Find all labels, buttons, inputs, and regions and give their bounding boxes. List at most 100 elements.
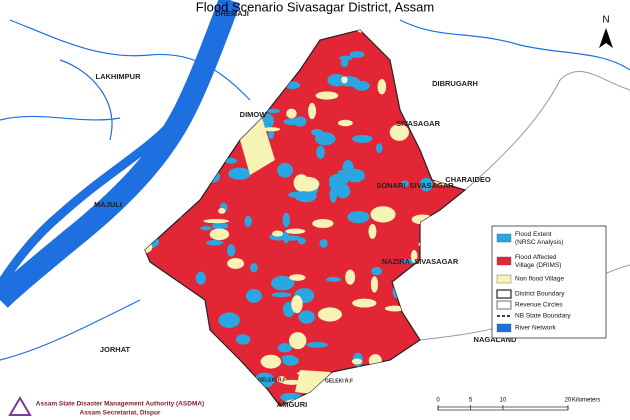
scale-bar: 0 5 10 20 Kilometers bbox=[436, 398, 600, 411]
place-label: DIMOW bbox=[240, 110, 268, 119]
non-flood-village-patch bbox=[291, 295, 303, 314]
footer-organization: Assam State Disaster Management Authorit… bbox=[36, 401, 204, 408]
non-flood-village-patch bbox=[317, 307, 342, 322]
river-line bbox=[0, 115, 121, 121]
scale-tick-label: 0 bbox=[436, 398, 440, 404]
non-flood-village-patch bbox=[289, 274, 306, 281]
legend-swatch bbox=[496, 274, 512, 284]
flood-extent-patch bbox=[338, 175, 360, 181]
legend-swatch bbox=[496, 323, 512, 333]
logo bbox=[8, 396, 32, 416]
flood-extent-patch bbox=[245, 289, 262, 303]
river-channel bbox=[0, 117, 179, 288]
place-label: NAGALAND bbox=[474, 335, 517, 344]
legend-label: NB State Boundary bbox=[515, 313, 571, 320]
flood-extent-patch bbox=[218, 312, 240, 328]
place-labels: DHEMAJI LAKHIMPUR DIBRUGARH SIVASAGAR CHARAI… bbox=[94, 9, 517, 409]
flood-extent-patch bbox=[228, 167, 251, 180]
flood-extent-patch bbox=[288, 191, 302, 198]
legend-label-line: Village (DRIMS) bbox=[515, 262, 561, 269]
flood-extent-patch bbox=[283, 118, 304, 126]
flood-extent-patch bbox=[375, 143, 383, 154]
legend-swatch bbox=[496, 233, 512, 243]
flood-extent-patch bbox=[329, 186, 338, 203]
non-flood-village-patch bbox=[272, 230, 284, 237]
non-flood-village-patch bbox=[288, 332, 307, 350]
place-label: AMGURI bbox=[277, 400, 307, 409]
legend-label-line: Flood Affected bbox=[515, 254, 557, 261]
non-flood-village-patch bbox=[260, 354, 282, 369]
place-label: LAKHIMPUR bbox=[96, 72, 142, 81]
flood-extent-patch bbox=[314, 132, 336, 146]
river-line bbox=[0, 299, 141, 361]
legend-swatch bbox=[496, 300, 512, 310]
flood-extent-patch bbox=[349, 51, 365, 58]
legend-swatch bbox=[496, 256, 512, 266]
flood-extent-patch bbox=[298, 310, 315, 324]
scale-tick-label: 10 bbox=[500, 398, 507, 404]
north-arrow: N bbox=[599, 15, 613, 48]
flood-extent-patch bbox=[195, 271, 206, 285]
flood-extent-patch bbox=[283, 229, 290, 244]
flood-extent-patch bbox=[262, 113, 274, 129]
legend-label: District Boundary bbox=[515, 291, 565, 298]
footer-address: Assam Secretariat, Dispur bbox=[80, 410, 161, 417]
legend-label-line: Flood Extent bbox=[515, 231, 552, 238]
map-title: Flood Scenario Sivasagar District, Assam bbox=[196, 0, 434, 14]
place-label: DHEMAJI bbox=[215, 9, 249, 18]
non-flood-village-patch bbox=[312, 219, 334, 228]
non-flood-village-patch bbox=[341, 76, 348, 84]
non-flood-village-patch bbox=[240, 118, 275, 175]
place-label: MAJULI bbox=[94, 200, 122, 209]
non-flood-village-patch bbox=[384, 305, 405, 312]
non-flood-village-patch bbox=[345, 269, 356, 285]
flood-extent-patch bbox=[279, 235, 302, 241]
flood-extent-patch bbox=[419, 177, 433, 192]
non-flood-village-patch bbox=[389, 124, 409, 141]
flood-extent-patch bbox=[294, 189, 317, 203]
place-label: GELEKI R.F bbox=[325, 378, 353, 384]
flood-extent-patch bbox=[335, 183, 351, 199]
boundary-line bbox=[464, 70, 630, 191]
legend-label: Flood Affected Village (DRIMS) bbox=[515, 254, 561, 269]
brahmaputra bbox=[0, 0, 241, 308]
flood-extent-patch bbox=[326, 276, 341, 283]
non-flood-village-patch bbox=[370, 206, 396, 223]
flood-extent-patch bbox=[277, 162, 293, 178]
place-label: JORHAT bbox=[100, 345, 131, 354]
flood-extent-patch bbox=[244, 215, 252, 228]
flood-extent-patch bbox=[268, 129, 275, 139]
non-flood-village-patch bbox=[315, 91, 339, 100]
non-flood-village-patch bbox=[209, 228, 230, 241]
non-flood-village-patch bbox=[262, 127, 281, 132]
flood-extent-patch bbox=[282, 212, 290, 228]
legend-label: Revenue Circles bbox=[515, 302, 563, 309]
flood-extent-patch bbox=[319, 239, 328, 248]
flood-extent-patch bbox=[306, 341, 328, 348]
scale-tick-label: 5 bbox=[469, 398, 473, 404]
flood-extent-patch bbox=[277, 343, 292, 353]
place-label: SIVASAGAR bbox=[396, 119, 441, 128]
flood-extent-patch bbox=[227, 244, 236, 257]
flood-extent-patch bbox=[316, 145, 325, 159]
non-flood-village-patch bbox=[285, 228, 306, 234]
north-label: N bbox=[602, 15, 609, 26]
legend-swatch bbox=[496, 289, 512, 299]
flood-extent-patch bbox=[271, 275, 295, 291]
non-flood-village-patch bbox=[293, 174, 309, 192]
flood-extent-patch bbox=[267, 108, 281, 114]
non-flood-village-patch bbox=[286, 108, 297, 119]
flood-extent-patch bbox=[347, 210, 370, 224]
place-label: CHARAIDEO bbox=[445, 175, 491, 184]
flood-extent-patch bbox=[339, 55, 353, 61]
legend-label-line: (NRSC Analysis) bbox=[515, 239, 563, 246]
place-label: NAZIRA_SIVASAGAR bbox=[382, 257, 459, 266]
river-line bbox=[9, 19, 251, 101]
legend-label: Flood Extent (NRSC Analysis) bbox=[515, 231, 563, 246]
scale-tick-label: 20 bbox=[565, 398, 572, 404]
flood-extent-patch bbox=[206, 240, 224, 246]
legend-label: Non flood Village bbox=[515, 276, 564, 283]
non-flood-village-patch bbox=[368, 223, 377, 239]
non-flood-village-patch bbox=[227, 258, 245, 269]
